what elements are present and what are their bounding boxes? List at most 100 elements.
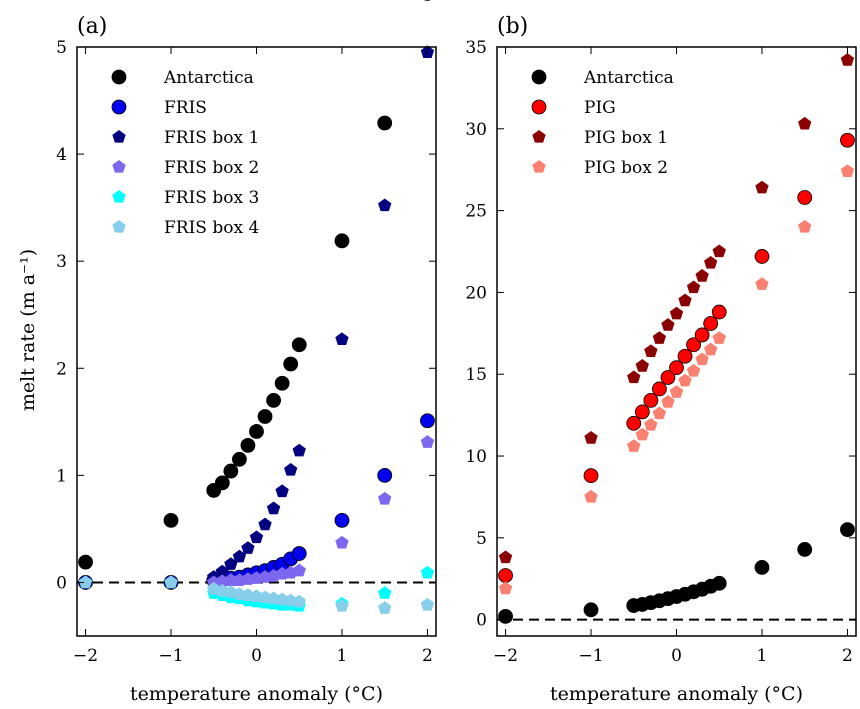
data-point — [798, 219, 812, 233]
legend-marker — [532, 160, 546, 173]
data-point — [498, 550, 513, 564]
data-point — [258, 517, 272, 531]
data-point — [704, 342, 718, 356]
x-tick-label: −1 — [158, 646, 183, 666]
legend-marker — [532, 130, 546, 143]
data-point — [420, 413, 435, 429]
data-point — [712, 331, 726, 344]
data-point — [335, 599, 349, 612]
data-point — [266, 392, 281, 408]
y-tick-label: 5 — [56, 38, 67, 58]
data-point — [378, 491, 392, 505]
y-axis-label: melt rate (m a⁻¹) — [17, 249, 39, 411]
legend-marker — [111, 99, 127, 115]
data-point — [797, 542, 813, 557]
data-point — [798, 116, 812, 130]
x-tick-label: −2 — [73, 646, 98, 666]
series-3 — [498, 164, 855, 595]
data-point — [420, 597, 435, 611]
data-point — [686, 337, 701, 353]
data-point — [291, 337, 307, 353]
data-point — [292, 594, 306, 608]
data-point — [583, 602, 599, 618]
data-point — [232, 451, 247, 467]
data-point — [661, 395, 675, 408]
y-tick-label: 2 — [56, 359, 67, 379]
legend: Antarctica FRIS FRIS box 1 FRIS box 2 FRIS b… — [111, 68, 259, 238]
data-point — [677, 348, 693, 364]
x-axis-label: temperature anomaly (°C) — [130, 683, 383, 705]
data-point — [223, 463, 239, 479]
y-tick-label: 15 — [465, 365, 487, 385]
series-0 — [78, 0, 431, 570]
data-point — [703, 316, 719, 331]
legend-marker — [112, 190, 126, 203]
x-tick-label: 0 — [671, 646, 682, 666]
data-point — [78, 575, 93, 589]
legend-label: FRIS — [164, 98, 207, 118]
legend-marker — [111, 69, 127, 85]
data-point — [257, 409, 273, 424]
series-2 — [498, 53, 855, 564]
data-point — [335, 332, 349, 346]
legend-marker — [112, 130, 126, 143]
data-series — [498, 53, 855, 624]
data-point — [694, 327, 710, 343]
data-point — [686, 363, 701, 377]
data-point — [634, 404, 650, 420]
legend: Antarctica PIG PIG box 1 PIG box 2 — [531, 68, 674, 178]
data-point — [652, 406, 667, 420]
data-point — [334, 233, 350, 249]
x-tick-label: 1 — [757, 646, 768, 666]
legend-marker — [531, 69, 547, 85]
data-series — [78, 0, 435, 614]
data-point — [840, 53, 855, 66]
data-point — [215, 564, 229, 578]
data-point — [797, 190, 813, 205]
y-tick-label: 4 — [56, 145, 67, 165]
data-point — [695, 352, 709, 366]
data-point — [754, 249, 770, 264]
x-tick-label: 1 — [337, 646, 348, 666]
y-tick-label: 1 — [56, 466, 67, 486]
legend-label: PIG box 2 — [584, 158, 668, 178]
data-point — [695, 269, 709, 282]
series-0 — [498, 522, 855, 624]
data-point — [840, 132, 855, 148]
data-point — [275, 484, 289, 498]
data-point — [377, 115, 393, 131]
data-point — [652, 331, 667, 344]
y-tick-label: 30 — [465, 120, 487, 140]
data-point — [224, 573, 238, 586]
legend-marker — [112, 160, 126, 173]
legend-label: PIG — [584, 98, 616, 118]
data-point — [334, 512, 350, 528]
series-1 — [498, 132, 855, 583]
y-tick-label: 5 — [476, 529, 487, 549]
data-point — [840, 164, 855, 178]
data-point — [686, 280, 701, 294]
data-point — [163, 512, 179, 528]
x-tick-label: 2 — [842, 646, 853, 666]
data-point — [498, 568, 513, 583]
data-point — [755, 277, 769, 290]
data-point — [249, 424, 264, 439]
data-point — [420, 435, 435, 448]
data-point — [377, 467, 393, 483]
panel-label: (b) — [497, 14, 528, 39]
data-point — [840, 522, 855, 538]
data-point — [643, 392, 659, 408]
y-tick-label: 35 — [465, 38, 487, 58]
data-point — [283, 356, 299, 372]
series-3 — [78, 435, 435, 589]
data-point — [292, 443, 306, 457]
data-point — [284, 463, 298, 476]
data-point — [232, 549, 247, 563]
data-point — [291, 546, 307, 561]
data-point — [249, 530, 264, 544]
data-point — [704, 255, 718, 269]
legend-marker — [112, 220, 126, 233]
data-point — [661, 318, 675, 331]
data-point — [274, 375, 290, 391]
